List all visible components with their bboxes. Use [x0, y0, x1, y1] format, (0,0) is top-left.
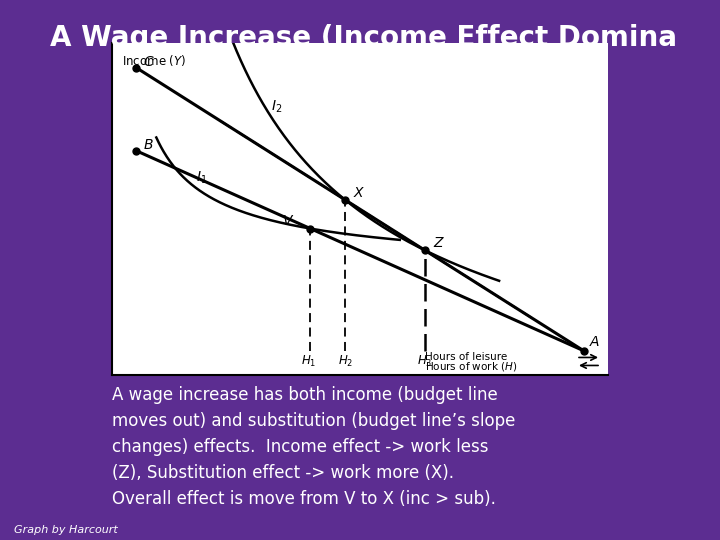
Text: Hours of leisure: Hours of leisure — [425, 353, 507, 362]
Text: Z: Z — [433, 236, 443, 250]
Text: V: V — [283, 214, 292, 228]
Text: moves out) and substitution (budget line’s slope: moves out) and substitution (budget line… — [112, 412, 515, 430]
Text: C: C — [144, 55, 153, 69]
Text: A wage increase has both income (budget line: A wage increase has both income (budget … — [112, 386, 498, 404]
Text: $H_3$: $H_3$ — [417, 354, 433, 369]
Text: X: X — [354, 186, 364, 200]
Text: $H_2$: $H_2$ — [338, 354, 353, 369]
Text: A: A — [590, 335, 599, 349]
Text: $I_1$: $I_1$ — [196, 170, 207, 186]
Text: Overall effect is move from V to X (inc > sub).: Overall effect is move from V to X (inc … — [112, 490, 495, 508]
Text: changes) effects.  Income effect -> work less: changes) effects. Income effect -> work … — [112, 438, 488, 456]
Text: Hours of work ($H$): Hours of work ($H$) — [425, 360, 517, 373]
Text: B: B — [144, 138, 153, 152]
Text: $I_2$: $I_2$ — [271, 99, 282, 115]
Text: (Z), Substitution effect -> work more (X).: (Z), Substitution effect -> work more (X… — [112, 464, 454, 482]
Text: A Wage Increase (Income Effect Domina: A Wage Increase (Income Effect Domina — [50, 24, 678, 52]
Text: Income ($Y$): Income ($Y$) — [122, 53, 186, 68]
Text: Graph by Harcourt: Graph by Harcourt — [14, 524, 118, 535]
Text: $H_1$: $H_1$ — [302, 354, 317, 369]
